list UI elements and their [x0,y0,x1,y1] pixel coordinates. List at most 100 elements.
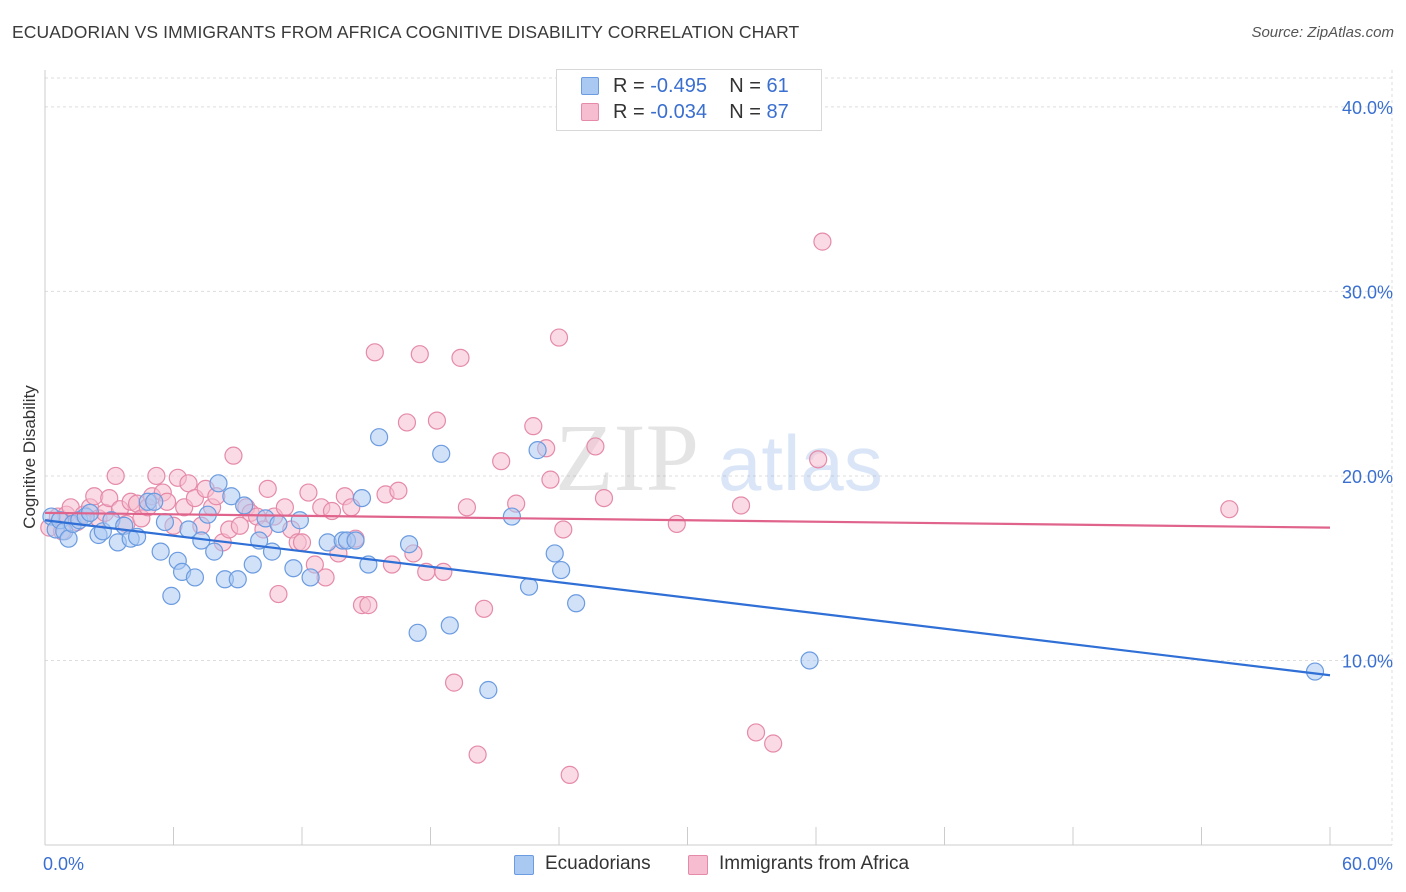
data-point [243,555,262,574]
data-point [492,452,511,471]
data-point [382,555,402,574]
data-point [269,584,288,604]
n-value: 61 [766,75,789,97]
data-point [318,533,337,552]
data-point [352,488,372,508]
data-point [479,680,498,700]
data-point [222,487,241,506]
data-point [731,496,751,515]
data-point [275,498,294,517]
axis-labels: 10.0% 20.0% 30.0% 40.0% 0.0% 60.0% Cognitive D… [20,98,1393,874]
n-label: N = [729,75,761,97]
data-point [235,496,254,515]
data-point [1220,500,1239,519]
data-point [100,488,119,508]
data-point [365,343,384,362]
data-point [397,413,417,432]
data-point [301,568,320,587]
data-point [746,723,766,742]
data-point [359,596,378,615]
source-credit: Source: ZipAtlas.com [1251,24,1394,41]
data-point [269,514,288,534]
data-point [502,507,521,526]
data-point [440,616,459,635]
data-point [541,470,560,489]
data-point [809,450,828,469]
bottom-legend-label: Ecuadorians [545,853,651,874]
data-point [524,417,543,436]
y-tick-label: 40.0% [1342,98,1393,118]
data-point [427,411,447,430]
data-point [432,444,451,463]
r-value: -0.034 [650,101,707,123]
bottom-legend-label: Immigrants from Africa [719,853,910,874]
data-point [151,542,170,561]
data-point [145,492,164,511]
data-point [800,651,819,670]
y-tick-label: 20.0% [1342,467,1393,487]
data-point [468,745,487,764]
trend-lines [44,511,1331,677]
data-point [290,511,309,530]
stats-legend: R = -0.495 N = 61 R = -0.034 N = 87 [556,69,822,131]
watermark-zip: ZIP [555,404,699,511]
watermark-atlas: atlas [718,419,883,507]
data-point [554,520,573,539]
data-point [474,599,494,618]
data-point [185,568,205,587]
data-point [434,562,453,582]
data-point [410,345,429,364]
data-point [106,466,125,486]
data-point [262,542,282,561]
data-point [230,516,249,535]
bottom-legend-swatch-pink [688,855,708,875]
data-point [667,514,686,534]
data-point [224,446,243,465]
trend-line [44,511,1331,529]
data-point [549,328,569,347]
data-point [1305,662,1325,681]
x-tick-label: 60.0% [1342,854,1393,874]
data-point [228,570,247,589]
x-tick-label: 0.0% [43,854,84,874]
data-point [519,577,539,596]
data-point [586,437,605,456]
data-point [346,531,365,550]
data-point [399,535,419,554]
bottom-legend-swatch-blue [514,855,534,875]
data-point [408,623,427,642]
data-point [292,533,312,552]
data-point [155,512,175,532]
data-point [162,586,181,605]
data-point [258,479,277,498]
data-point [147,466,166,486]
data-point [594,488,614,508]
data-point [205,542,224,561]
legend-swatch-blue [581,77,599,95]
data-point [528,441,547,460]
legend-swatch-pink [581,103,599,121]
data-point [764,734,783,753]
data-point [299,483,318,502]
r-label: R = [613,75,645,97]
chart-title: ECUADORIAN VS IMMIGRANTS FROM AFRICA COG… [12,22,800,42]
data-point [370,428,389,447]
data-point [444,673,464,692]
data-point [567,594,586,613]
data-point [545,544,564,563]
y-tick-label: 10.0% [1342,651,1393,671]
data-point [85,487,104,506]
n-value: 87 [766,101,789,123]
data-point [457,498,477,517]
data-point [552,560,571,580]
axes [44,70,1392,846]
r-value: -0.495 [650,75,707,97]
data-point [284,559,303,578]
data-point [451,348,470,367]
y-axis-label: Cognitive Disability [20,385,39,529]
data-point [209,474,228,493]
trend-line [44,519,1331,677]
n-label: N = [729,101,761,123]
r-label: R = [613,101,645,123]
